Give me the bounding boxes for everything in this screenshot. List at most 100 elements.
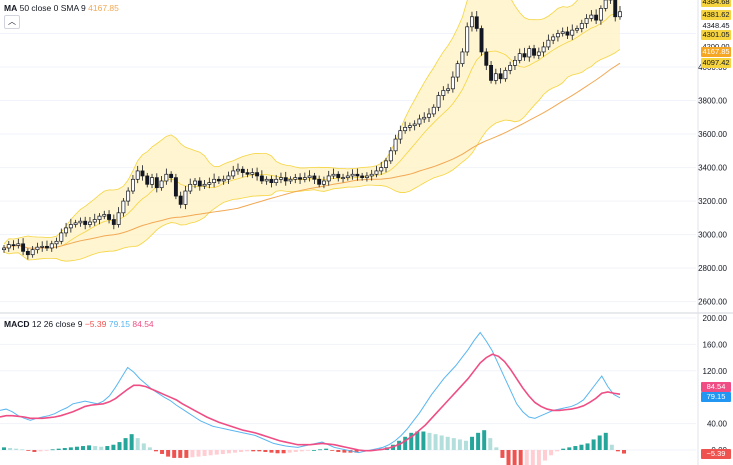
macd-tick-label: 160.00 [703,340,728,349]
histogram-bar [196,450,201,457]
candle-body [307,175,312,178]
histogram-bar [14,448,19,450]
candle-body [274,178,279,183]
histogram-bar [555,450,560,452]
candle-body [503,70,508,80]
band-lower-line [3,49,621,262]
price-tag: 4167.85 [701,47,731,57]
candle-body [197,180,202,187]
candle-body [236,168,240,172]
candle-body [508,65,513,71]
histogram-bar [44,450,49,451]
candle-body [450,76,455,90]
candle-body [212,178,217,183]
histogram-bar [324,448,329,450]
candle-body [355,173,360,177]
candle-body [431,106,436,115]
band-middle-line [3,11,621,249]
candle-body [207,182,212,185]
macd-legend[interactable]: MACD 12 26 close 9 −5.39 79.15 84.54 [4,319,154,329]
histogram-bar [160,450,165,454]
macd-histogram [2,430,626,465]
candle-body [2,247,6,251]
candle-body [384,160,388,168]
histogram-bar [299,450,304,452]
candle-body [30,249,35,256]
price-tag: 4381.62 [701,10,731,20]
candle-body [321,180,326,185]
candle-body [202,183,207,187]
histogram-bar [536,450,541,465]
candle-body [479,28,484,53]
histogram-bar [117,442,122,450]
macd-tag: 79.15 [701,392,731,402]
candle-body [226,175,231,180]
histogram-bar [26,450,31,451]
histogram-bar [518,450,523,465]
histogram-bar [500,450,505,458]
candle-body [412,123,417,127]
candle-body [178,195,183,205]
candle-body [422,116,427,120]
macd-tag: −5.39 [701,449,731,459]
histogram-bar [226,450,231,454]
main-legend[interactable]: MA 50 close 0 SMA 9 4167.85 [4,3,119,13]
candle-body [135,170,140,180]
candle-body [97,215,102,220]
candle-body [293,177,298,180]
macd-lines [0,331,621,454]
candle-body [498,73,503,80]
histogram-bar [232,450,237,453]
legend-indicator-name: MA [4,3,18,13]
candle-body [88,221,92,225]
histogram-bar [111,444,116,450]
ma50-line [3,62,621,249]
macd-tag: 84.54 [701,382,731,392]
candle-body [255,172,260,177]
candle-body [49,243,54,249]
macd-tick-label: 120.00 [703,367,728,376]
candle-body [68,224,73,229]
histogram-bar [354,450,359,453]
candle-body [541,46,546,53]
histogram-bar [318,449,323,451]
candle-body [345,175,350,178]
chevron-up-icon[interactable]: ︿ [4,15,20,29]
candle-body [231,170,236,177]
band-fill [4,0,620,262]
histogram-bar [105,446,110,450]
legend-value: 4167.85 [88,3,119,13]
histogram-bar [561,448,566,450]
candle-body [613,0,618,18]
candle-body [522,53,527,58]
candle-body [398,130,403,140]
histogram-bar [129,434,134,450]
candle-body [6,244,11,249]
histogram-bar [397,440,402,450]
moving-average-line [3,62,621,249]
candle-body [54,240,59,245]
candle-body [35,246,40,251]
price-tag: 4301.05 [701,30,731,40]
candle-body [245,172,250,175]
histogram-bar [257,450,262,452]
candle-body [364,175,369,178]
histogram-bar [470,436,475,450]
histogram-bar [68,447,73,450]
histogram-bar [220,450,225,454]
candle-body [298,177,303,180]
histogram-bar [585,443,590,450]
histogram-bar [239,450,244,452]
price-tick-label: 3400.00 [698,164,727,173]
candle-body [417,118,422,125]
histogram-bar [251,450,256,452]
candle-body [436,95,441,108]
grid-lines [0,33,696,451]
histogram-bar [184,450,189,458]
candle-body [393,138,398,152]
candle-body [455,63,460,78]
histogram-bar [603,432,608,450]
candle-body [73,222,78,225]
candle-body [240,168,245,173]
